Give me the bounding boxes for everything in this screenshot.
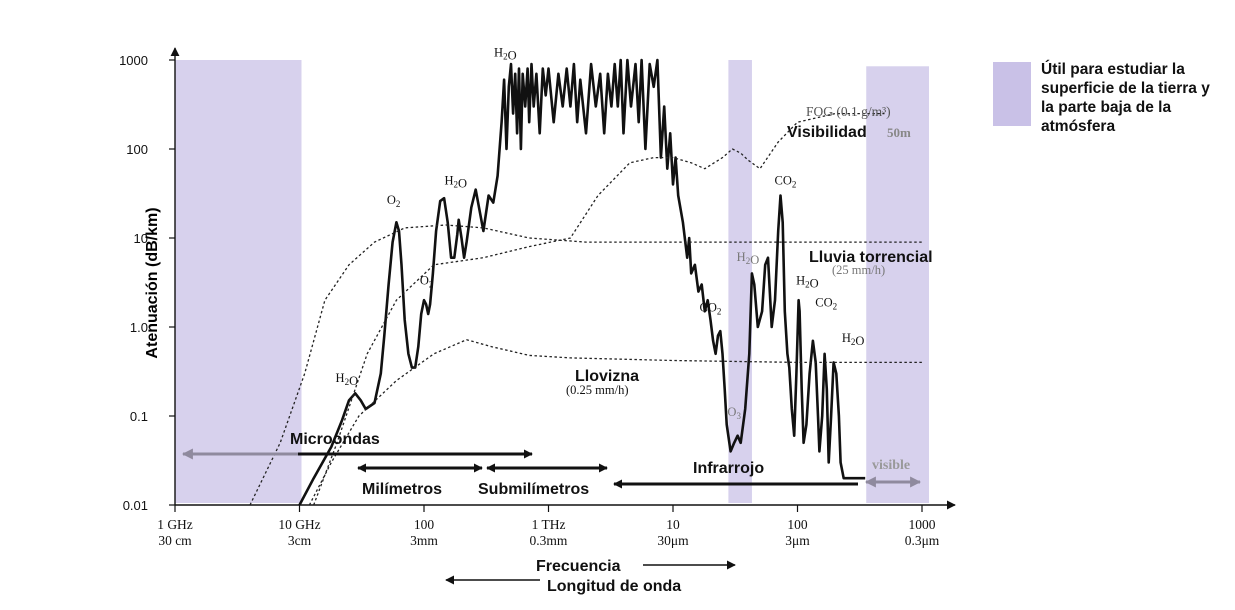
molecule-label-o3: O3 bbox=[727, 405, 741, 421]
milimetros-label: Milímetros bbox=[362, 481, 442, 498]
x-tick-freq-label: 100 bbox=[414, 517, 435, 532]
y-ticks: 0.01 0.1 1.0 10 100 1000 bbox=[119, 53, 175, 513]
visibilidad-50m-label: 50m bbox=[887, 125, 911, 140]
molecule-label-co2_b: CO2 bbox=[774, 173, 796, 189]
x-tick-freq-label: 1000 bbox=[909, 517, 936, 532]
lluvia-label: Lluvia torrencial bbox=[809, 249, 933, 266]
fog-label: FOG (0.1 g/m³) bbox=[806, 104, 891, 119]
molecule-label-h2o_c: H2O bbox=[494, 45, 517, 62]
molecule-label-o2_a: O2 bbox=[387, 193, 401, 209]
x-tick-wave-label: 0.3μm bbox=[905, 533, 940, 548]
y-tick-label: 100 bbox=[126, 142, 148, 157]
axes bbox=[170, 47, 956, 510]
x-tick-wave-label: 3cm bbox=[288, 533, 312, 548]
legend-swatch bbox=[993, 62, 1031, 126]
y-tick-label: 0.1 bbox=[130, 409, 148, 424]
x-tick-freq-label: 10 bbox=[666, 517, 680, 532]
region-arrows: Microondas Milímetros Submilímetros Infr… bbox=[181, 431, 922, 498]
x-tick-wave-label: 3μm bbox=[785, 533, 810, 548]
x-tick-wave-label: 30 cm bbox=[158, 533, 192, 548]
molecule-label-h2o_f: H2O bbox=[842, 331, 865, 348]
attenuation-curve bbox=[298, 58, 866, 506]
legend-text: Útil para estudiar la superficie de la t… bbox=[1041, 61, 1210, 135]
molecule-label-h2o_e: H2O bbox=[796, 274, 819, 291]
curves bbox=[249, 58, 922, 506]
molecule-label-o2_b: O2 bbox=[420, 274, 434, 290]
x-axis-label: Frecuencia bbox=[536, 558, 621, 575]
x-tick-freq-label: 100 bbox=[787, 517, 808, 532]
legend: Útil para estudiar la superficie de la t… bbox=[993, 61, 1233, 192]
band-1 bbox=[175, 60, 302, 503]
lluvia-rate-label: (25 mm/h) bbox=[832, 263, 885, 277]
y-axis-label: Atenuación (dB/km) bbox=[144, 207, 161, 358]
band-3 bbox=[866, 66, 929, 504]
visibilidad-label: Visibilidad bbox=[787, 124, 867, 141]
molecule-label-h2o_b: H2O bbox=[445, 173, 468, 190]
x2-axis-label: Longitud de onda bbox=[547, 578, 681, 595]
llovizna-label: Llovizna bbox=[575, 368, 639, 385]
y-tick-label: 0.01 bbox=[123, 498, 148, 513]
molecule-label-co2_c: CO2 bbox=[815, 295, 837, 311]
molecule-label-h2o_a: H2O bbox=[336, 371, 359, 388]
microondas-label: Microondas bbox=[290, 431, 380, 448]
x-tick-freq-label: 10 GHz bbox=[278, 517, 320, 532]
molecule-label-co2_a: CO2 bbox=[700, 300, 722, 316]
curve-lluvia-torrencial bbox=[249, 224, 922, 506]
x-tick-freq-label: 1 GHz bbox=[157, 517, 193, 532]
submilimetros-label: Submilímetros bbox=[478, 481, 589, 498]
x-tick-freq-label: 1 THz bbox=[532, 517, 566, 532]
x-tick-wave-label: 3mm bbox=[410, 533, 438, 548]
y-tick-label: 1000 bbox=[119, 53, 148, 68]
molecule-labels: H2O O2 O2 H2O H2O CO2 H2O O3 CO2 H2O CO2 H2O bbox=[336, 45, 865, 421]
molecule-label-h2o_d: H2O bbox=[737, 250, 760, 267]
x-tick-wave-label: 0.3mm bbox=[530, 533, 568, 548]
curve-visibilidad bbox=[313, 112, 885, 506]
y-tick-label: 1.0 bbox=[130, 320, 148, 335]
band-2 bbox=[728, 60, 752, 503]
visible-label: visible bbox=[872, 458, 910, 473]
y-tick-label: 10 bbox=[134, 231, 148, 246]
infrarrojo-label: Infrarrojo bbox=[693, 460, 764, 477]
x-tick-wave-label: 30μm bbox=[657, 533, 689, 548]
llovizna-rate-label: (0.25 mm/h) bbox=[566, 383, 629, 397]
